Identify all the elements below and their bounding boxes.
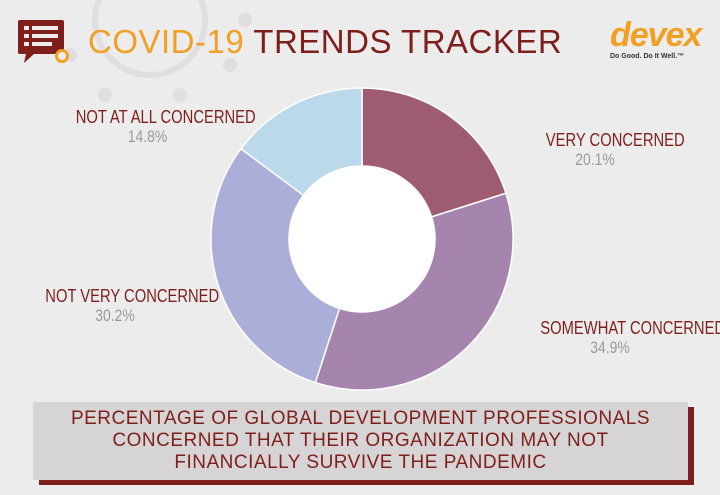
category-label: VERY CONCERNED <box>545 130 685 150</box>
caption-text: PERCENTAGE OF GLOBAL DEVELOPMENT PROFESS… <box>70 408 651 473</box>
devex-logo: devex Do Good. Do It Well.™ <box>610 18 710 60</box>
logo-wordmark: devex <box>610 16 702 54</box>
chat-report-icon <box>18 20 69 63</box>
category-label: NOT VERY CONCERNED <box>45 286 220 306</box>
value-label: 30.2% <box>95 306 135 325</box>
label-not-at-all-concerned: NOT AT ALL CONCERNED 14.8% <box>60 107 256 147</box>
category-label: SOMEWHAT CONCERNED <box>540 318 720 338</box>
value-label: 34.9% <box>590 338 630 357</box>
donut-hole <box>289 166 435 312</box>
label-somewhat-concerned: SOMEWHAT CONCERNED 34.9% <box>525 318 720 358</box>
value-label: 14.8% <box>127 127 168 146</box>
page-title: COVID-19 TRENDS TRACKER <box>88 20 562 64</box>
caption-box: PERCENTAGE OF GLOBAL DEVELOPMENT PROFESS… <box>33 402 688 480</box>
value-label: 20.1% <box>575 150 615 169</box>
label-very-concerned: VERY CONCERNED 20.1% <box>535 130 685 170</box>
title-trends-tracker: TRENDS TRACKER <box>253 23 563 60</box>
title-covid: COVID-19 <box>88 23 245 60</box>
logo-tagline: Do Good. Do It Well.™ <box>610 53 685 60</box>
category-label: NOT AT ALL CONCERNED <box>75 107 256 127</box>
label-not-very-concerned: NOT VERY CONCERNED 30.2% <box>30 286 220 326</box>
